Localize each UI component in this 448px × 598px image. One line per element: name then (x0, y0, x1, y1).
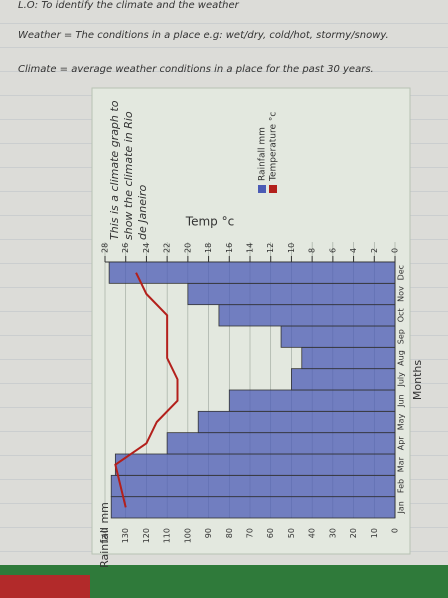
y-tick-label: 100 (183, 528, 192, 543)
bar (228, 389, 396, 412)
y-tick-label: 50 (287, 528, 296, 538)
legend-swatch (258, 185, 266, 193)
y2-tick-label: 14 (246, 243, 255, 253)
y2-tick-label: 0 (391, 248, 400, 253)
legend-swatch (269, 185, 277, 193)
legend-label: Temperature °c (269, 112, 279, 182)
x-tick-label: Mar (397, 456, 406, 472)
legend-label: Rainfall mm (258, 127, 268, 181)
x-tick-label: Dec (397, 265, 406, 280)
x-tick-label: Apr (397, 436, 406, 451)
folder-edge (0, 575, 90, 598)
bar (197, 410, 396, 434)
bar (108, 261, 396, 284)
y-tick-label: 80 (225, 528, 234, 538)
chart-title: This is a climate graph to show the clim… (108, 100, 149, 240)
y-axis-label: Rainfall mm (98, 502, 111, 568)
bar (114, 453, 396, 476)
y2-tick-label: 18 (204, 243, 213, 253)
y2-tick-label: 2 (370, 248, 379, 253)
y-tick-label: 60 (266, 528, 275, 538)
y2-tick-label: 20 (183, 243, 192, 253)
climate-definition: Climate = average weather conditions in … (18, 64, 374, 75)
x-tick-label: Feb (397, 479, 406, 493)
y-tick-label: 0 (391, 528, 400, 533)
y2-tick-label: 8 (308, 248, 317, 253)
temperature-line (114, 272, 179, 508)
x-tick-label: Jun (397, 394, 406, 408)
y-tick-label: 90 (204, 528, 213, 538)
weather-definition: Weather = The conditions in a place e.g:… (18, 30, 389, 41)
bar (218, 304, 396, 327)
y-tick-label: 120 (142, 528, 151, 543)
y2-tick-label: 12 (266, 243, 275, 253)
y-tick-label: 30 (328, 528, 337, 538)
y2-tick-label: 16 (225, 243, 234, 253)
y-tick-label: 40 (308, 528, 317, 538)
y2-tick-label: 10 (287, 243, 296, 253)
x-tick-label: May (397, 413, 406, 430)
y-tick-label: 140 (101, 528, 110, 543)
y-tick-label: 110 (163, 528, 172, 543)
bar (166, 432, 396, 455)
y2-axis-label: Temp °c (185, 215, 234, 229)
y-tick-label: 10 (370, 528, 379, 538)
y2-tick-label: 22 (163, 243, 172, 253)
y-tick-label: 130 (121, 528, 130, 543)
x-tick-label: Aug (397, 350, 406, 366)
x-tick-label: Oct (397, 308, 406, 322)
bar (301, 346, 396, 370)
x-tick-label: Jan (397, 501, 406, 514)
bar (291, 368, 396, 391)
bar (110, 496, 396, 519)
bar (187, 282, 396, 306)
y-tick-label: 20 (349, 528, 358, 538)
y2-tick-label: 4 (349, 248, 358, 253)
x-axis-label: Months (411, 360, 424, 400)
y-tick-label: 70 (246, 528, 255, 538)
x-tick-label: July (397, 372, 406, 388)
bar (280, 325, 396, 348)
learning-objective: L.O: To identify the climate and the wea… (18, 0, 239, 11)
y2-tick-label: 26 (121, 243, 130, 253)
y2-tick-label: 6 (328, 248, 337, 253)
x-tick-label: Nov (397, 286, 406, 302)
bar (110, 474, 396, 498)
y2-tick-label: 24 (142, 243, 151, 253)
x-tick-label: Sep (397, 329, 406, 344)
y2-tick-label: 28 (101, 243, 110, 253)
